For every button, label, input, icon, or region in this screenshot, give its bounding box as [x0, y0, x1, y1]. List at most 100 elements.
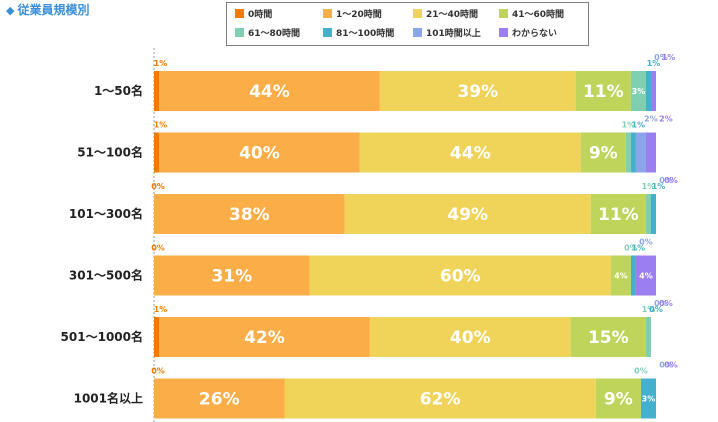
diamond-icon: ◆	[6, 4, 15, 17]
data-label: 1%	[662, 53, 676, 62]
bar-segment	[645, 132, 656, 173]
legend-label: 1〜20時間	[336, 10, 382, 20]
data-label: 31%	[211, 267, 252, 287]
bar-segment	[154, 317, 160, 357]
data-label: 15%	[588, 328, 629, 348]
bar-segment	[645, 317, 651, 357]
bar-segment	[650, 71, 656, 111]
bar-segment	[640, 378, 656, 419]
bar-segment	[284, 378, 596, 419]
data-label: 3%	[632, 87, 646, 96]
data-label: 4%	[639, 271, 653, 280]
data-label: 1%	[154, 59, 168, 68]
bar-segment	[344, 194, 591, 234]
category-label: 51〜100名	[77, 145, 143, 160]
legend-swatch	[235, 28, 244, 37]
data-label: 40%	[450, 328, 491, 348]
bar-segment	[625, 132, 631, 173]
data-label: 0%	[659, 176, 673, 185]
data-label: 62%	[420, 390, 461, 410]
data-label: 11%	[598, 205, 639, 225]
data-label: 0%	[664, 361, 678, 370]
data-label: 49%	[447, 205, 488, 225]
legend-item: 1〜20時間	[323, 8, 382, 22]
bar-segment	[575, 71, 631, 111]
bar-segment	[635, 132, 646, 173]
legend-swatch	[499, 9, 508, 18]
bar-segment	[635, 255, 656, 296]
data-label: 1%	[647, 59, 661, 68]
category-label: 1001名以上	[74, 391, 143, 406]
legend-swatch	[413, 28, 422, 37]
bar-segment	[154, 255, 310, 296]
data-label: 40%	[239, 144, 280, 164]
data-label: 0%	[634, 367, 648, 376]
data-label: 2%	[659, 115, 673, 124]
data-label: 44%	[249, 82, 290, 102]
category-label: 1〜50名	[94, 83, 143, 98]
data-label: 0%	[654, 53, 668, 62]
data-label: 26%	[199, 390, 240, 410]
bar-segment	[595, 378, 641, 419]
bar-segment	[580, 132, 626, 173]
bar-segment	[369, 317, 571, 357]
data-label: 1%	[154, 305, 168, 314]
bar-segment	[309, 255, 611, 296]
data-label: 1%	[652, 182, 666, 191]
data-label: 0%	[659, 361, 673, 370]
legend: 0時間 1〜20時間 21〜40時間 41〜60時間 61〜80時間 81〜100時間 10…	[226, 2, 589, 46]
legend-item: わからない	[499, 27, 557, 41]
data-label: 60%	[440, 267, 481, 287]
data-label: 0%	[151, 367, 165, 376]
bar-segment	[154, 71, 160, 111]
legend-item: 61〜80時間	[235, 27, 300, 41]
data-label: 39%	[457, 82, 498, 102]
legend-label: わからない	[512, 29, 558, 39]
data-label: 3%	[642, 395, 656, 404]
legend-label: 41〜60時間	[512, 10, 565, 20]
legend-label: 61〜80時間	[248, 29, 301, 39]
data-label: 1%	[622, 121, 636, 130]
data-label: 0%	[654, 299, 668, 308]
legend-swatch	[323, 9, 332, 18]
category-label: 301〜500名	[69, 268, 143, 283]
bar-segment	[159, 71, 380, 111]
chart-title: ◆ 従業員規模別	[6, 0, 89, 20]
legend-swatch	[413, 9, 422, 18]
data-label: 0%	[151, 182, 165, 191]
bar-segment	[630, 71, 646, 111]
bar-segment	[570, 317, 646, 357]
data-label: 44%	[450, 144, 491, 164]
data-label: 0%	[151, 244, 165, 253]
category-label: 501〜1000名	[61, 329, 143, 344]
legend-label: 21〜40時間	[426, 10, 479, 20]
data-label: 1%	[642, 305, 656, 314]
data-label: 11%	[583, 82, 624, 102]
bar-segment	[159, 132, 360, 173]
data-label: 1%	[642, 182, 656, 191]
data-label: 1%	[632, 121, 646, 130]
legend-swatch	[323, 28, 332, 37]
bar-segment	[359, 132, 581, 173]
legend-swatch	[499, 28, 508, 37]
data-label: 1%	[632, 244, 646, 253]
data-label: 1%	[154, 121, 168, 130]
bar-segment	[610, 255, 631, 296]
category-label: 101〜300名	[69, 206, 143, 221]
data-label: 2%	[644, 115, 658, 124]
data-label: 0%	[649, 305, 663, 314]
bar-segment	[630, 255, 636, 296]
data-label: 38%	[229, 205, 270, 225]
data-label: 42%	[244, 328, 285, 348]
bar-segment	[154, 132, 160, 173]
legend-label: 81〜100時間	[336, 29, 395, 39]
legend-swatch	[235, 9, 244, 18]
bar-segment	[154, 194, 345, 234]
legend-item: 0時間	[235, 8, 272, 22]
data-label: 0%	[664, 176, 678, 185]
data-label: 0%	[624, 244, 638, 253]
bar-segment	[650, 194, 656, 234]
legend-item: 41〜60時間	[499, 8, 564, 22]
legend-item: 101時間以上	[413, 27, 481, 41]
